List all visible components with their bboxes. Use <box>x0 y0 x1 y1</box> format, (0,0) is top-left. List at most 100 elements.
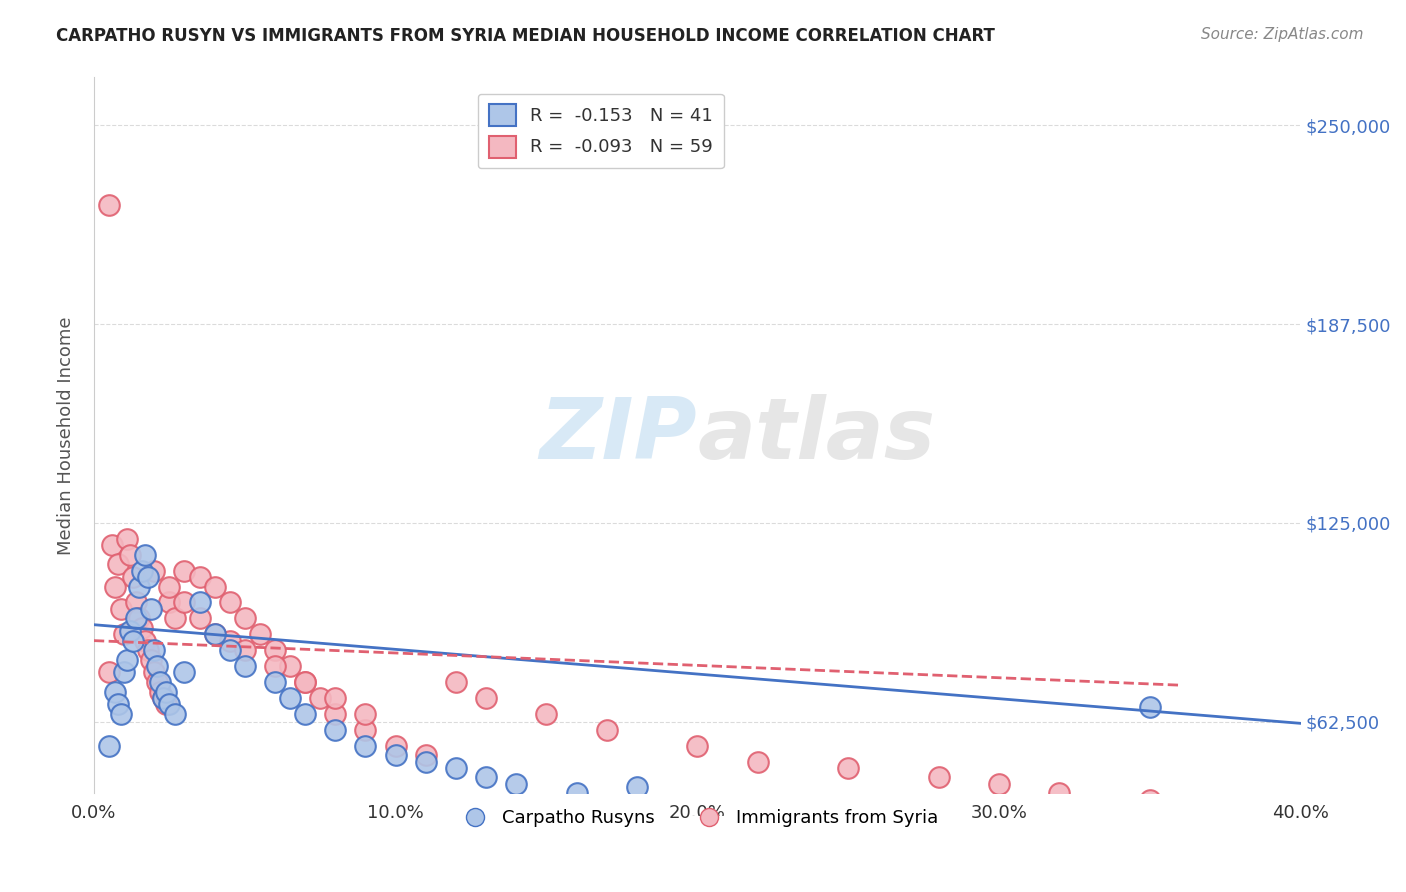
Text: CARPATHO RUSYN VS IMMIGRANTS FROM SYRIA MEDIAN HOUSEHOLD INCOME CORRELATION CHAR: CARPATHO RUSYN VS IMMIGRANTS FROM SYRIA … <box>56 27 995 45</box>
Point <box>204 580 226 594</box>
Point <box>264 675 287 690</box>
Point <box>264 643 287 657</box>
Point <box>155 684 177 698</box>
Point <box>444 675 467 690</box>
Point <box>218 595 240 609</box>
Point <box>165 706 187 721</box>
Point <box>152 690 174 705</box>
Point <box>188 595 211 609</box>
Point <box>1139 700 1161 714</box>
Point <box>1229 812 1251 826</box>
Point <box>120 548 142 562</box>
Legend: Carpatho Rusyns, Immigrants from Syria: Carpatho Rusyns, Immigrants from Syria <box>450 802 945 834</box>
Point <box>165 611 187 625</box>
Text: atlas: atlas <box>697 394 935 477</box>
Point <box>204 627 226 641</box>
Point <box>354 706 377 721</box>
Point <box>173 595 195 609</box>
Point <box>249 627 271 641</box>
Point <box>98 665 121 680</box>
Point <box>1047 786 1070 800</box>
Point <box>134 548 156 562</box>
Point <box>143 643 166 657</box>
Point <box>157 595 180 609</box>
Point <box>107 698 129 712</box>
Point <box>233 643 256 657</box>
Point <box>122 570 145 584</box>
Point <box>112 665 135 680</box>
Point <box>536 706 558 721</box>
Point <box>149 684 172 698</box>
Point <box>686 799 709 814</box>
Text: Source: ZipAtlas.com: Source: ZipAtlas.com <box>1201 27 1364 42</box>
Point <box>157 698 180 712</box>
Point <box>131 564 153 578</box>
Point <box>294 706 316 721</box>
Point <box>444 761 467 775</box>
Point <box>125 595 148 609</box>
Point <box>204 627 226 641</box>
Point <box>233 611 256 625</box>
Point <box>505 777 527 791</box>
Point <box>475 690 498 705</box>
Point <box>354 723 377 737</box>
Point <box>152 690 174 705</box>
Point <box>294 675 316 690</box>
Point <box>125 611 148 625</box>
Point <box>309 690 332 705</box>
Point <box>115 532 138 546</box>
Point <box>157 580 180 594</box>
Point <box>987 777 1010 791</box>
Point <box>188 570 211 584</box>
Point <box>98 739 121 753</box>
Point <box>218 633 240 648</box>
Point <box>136 570 159 584</box>
Point <box>278 659 301 673</box>
Point <box>218 643 240 657</box>
Point <box>149 675 172 690</box>
Point <box>104 580 127 594</box>
Point <box>143 665 166 680</box>
Point <box>141 602 163 616</box>
Point <box>565 786 588 800</box>
Point <box>173 564 195 578</box>
Point <box>278 690 301 705</box>
Point <box>131 621 153 635</box>
Point <box>143 564 166 578</box>
Point <box>115 653 138 667</box>
Point <box>415 748 437 763</box>
Point <box>384 739 406 753</box>
Y-axis label: Median Household Income: Median Household Income <box>58 316 75 555</box>
Point <box>155 698 177 712</box>
Point <box>475 771 498 785</box>
Point <box>323 706 346 721</box>
Point <box>141 653 163 667</box>
Point <box>134 633 156 648</box>
Point <box>110 602 132 616</box>
Point <box>415 755 437 769</box>
Point <box>354 739 377 753</box>
Point <box>323 723 346 737</box>
Point <box>837 761 859 775</box>
Point <box>136 643 159 657</box>
Point <box>101 538 124 552</box>
Point <box>110 706 132 721</box>
Point <box>188 611 211 625</box>
Point <box>928 771 950 785</box>
Point <box>596 723 619 737</box>
Point <box>104 684 127 698</box>
Point <box>107 558 129 572</box>
Point <box>294 675 316 690</box>
Point <box>120 624 142 638</box>
Point <box>98 197 121 211</box>
Point <box>112 627 135 641</box>
Point <box>128 580 150 594</box>
Point <box>122 633 145 648</box>
Text: ZIP: ZIP <box>540 394 697 477</box>
Point <box>146 675 169 690</box>
Point <box>384 748 406 763</box>
Point <box>747 755 769 769</box>
Point <box>173 665 195 680</box>
Point <box>233 659 256 673</box>
Point <box>1139 793 1161 807</box>
